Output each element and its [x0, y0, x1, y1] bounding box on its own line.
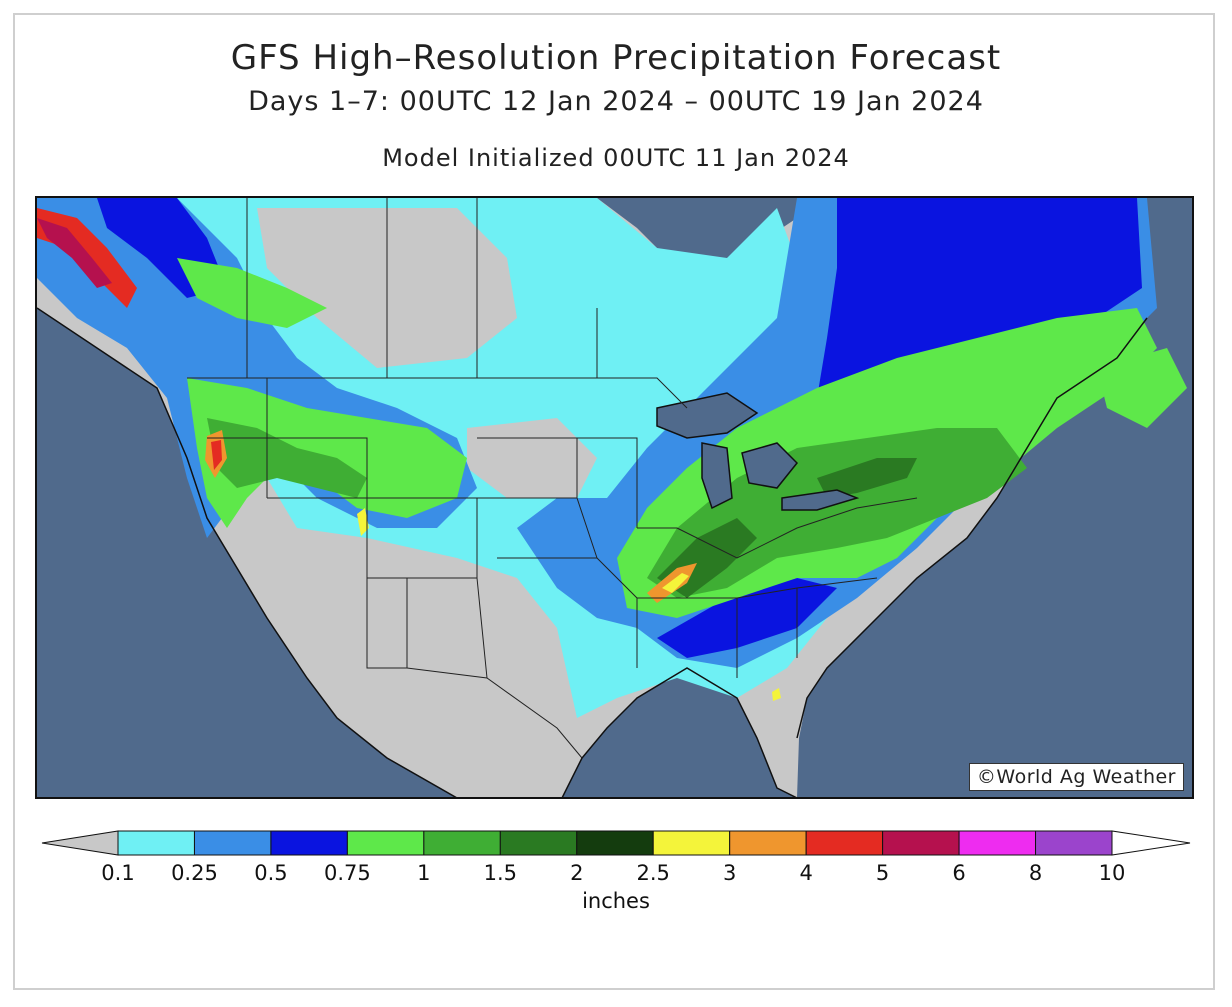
great-lakes: [656, 392, 860, 511]
precip-bc-coast-extreme: [37, 218, 112, 288]
colorbar-bin: [499, 830, 578, 856]
credit-label: ©World Ag Weather: [968, 763, 1184, 791]
precip-0.75-nw: [187, 378, 467, 528]
precip-0.75-bc: [177, 258, 327, 328]
precip-4-5-oregon: [211, 440, 222, 470]
forecast-period: Days 1–7: 00UTC 12 Jan 2024 – 00UTC 19 J…: [248, 86, 984, 117]
colorbar: [41, 830, 1191, 856]
colorbar-tick-label: 1.5: [483, 861, 517, 885]
colorbar-tick-label: 10: [1098, 861, 1126, 885]
colorbar-tick-label: 6: [952, 861, 966, 885]
coastline: [37, 307, 1148, 797]
precip-2.5-3-florida: [772, 688, 781, 701]
colorbar-tick-label: 2: [570, 861, 584, 885]
colorbar-units: inches: [582, 889, 650, 913]
colorbar-tick-label: 1: [417, 861, 431, 885]
colorbar-tick-label: 0.5: [254, 861, 288, 885]
colorbar-high-extension: [1111, 830, 1191, 856]
colorbar-low-extension: [41, 830, 119, 856]
colorbar-bin: [882, 830, 960, 856]
colorbar-tick-label: 0.1: [101, 861, 135, 885]
colorbar-bin: [117, 830, 195, 856]
colorbar-tick-label: 5: [875, 861, 890, 885]
model-initialized: Model Initialized 00UTC 11 Jan 2024: [382, 144, 850, 172]
precip-2.5-3-idaho: [357, 508, 369, 536]
political-borders: [187, 198, 918, 759]
map-canvas: [37, 198, 1192, 797]
precip-1.5-2-ne: [817, 458, 917, 498]
colorbar-tick-label: 4: [799, 861, 813, 885]
colorbar-bin: [423, 830, 501, 856]
colorbar-bin: [576, 830, 654, 856]
colorbar-bin: [346, 830, 425, 856]
colorbar-tick-label: 3: [723, 861, 737, 885]
colorbar-tick-label: 0.25: [171, 861, 218, 885]
precip-0.75-maritimes: [1097, 348, 1187, 428]
map-title: GFS High–Resolution Precipitation Foreca…: [230, 38, 1002, 78]
precipitation-map: ©World Ag Weather: [35, 196, 1194, 799]
colorbar-bin: [652, 830, 731, 856]
colorbar-bin: [1035, 830, 1113, 856]
colorbar-bin: [958, 830, 1037, 856]
precip-0.5-ohio: [657, 578, 837, 658]
colorbar-bin: [805, 830, 884, 856]
precip-2.5-3-midsouth: [662, 573, 689, 593]
precip-0.5-0.75: [817, 198, 1142, 408]
colorbar-bin: [729, 830, 807, 856]
colorbar-bin: [193, 830, 272, 856]
colorbar-bin: [270, 830, 348, 856]
colorbar-tick-label: 0.75: [323, 861, 371, 885]
colorbar-tick-label: 8: [1028, 861, 1043, 885]
colorbar-tick-label: 2.5: [636, 861, 670, 885]
